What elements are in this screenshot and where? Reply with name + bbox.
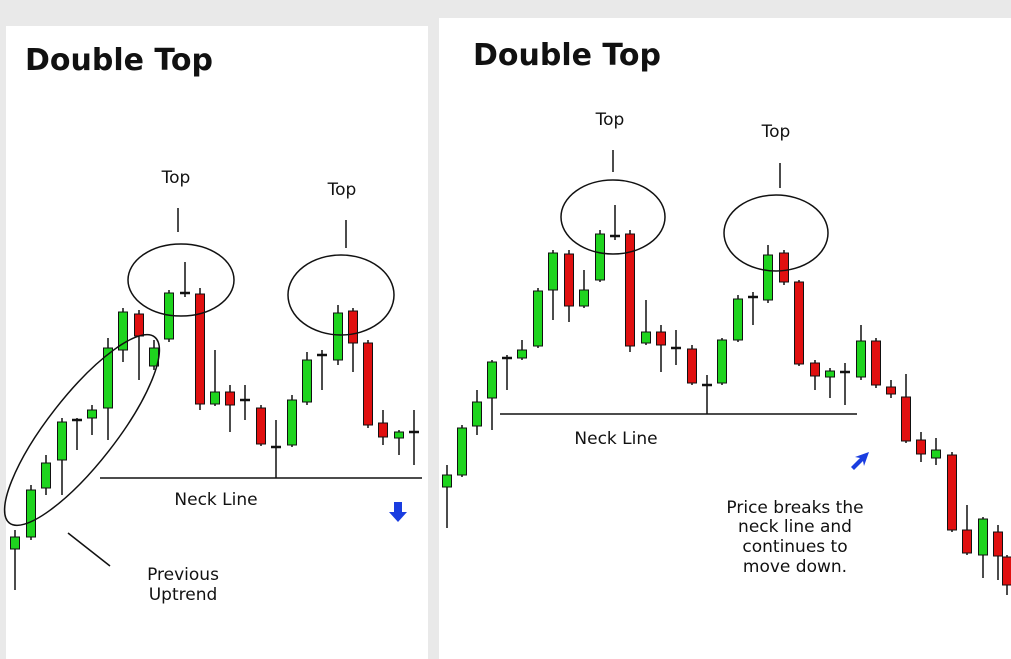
left-title: Double Top <box>25 43 213 78</box>
candle <box>57 421 67 461</box>
candle <box>733 298 743 341</box>
note: Uptrend <box>149 585 218 605</box>
candle <box>10 536 20 550</box>
neck-line-label: Neck Line <box>174 490 257 510</box>
note: neck line and <box>738 517 852 537</box>
candle <box>779 252 789 283</box>
candle <box>978 518 988 556</box>
candle <box>641 331 651 344</box>
note: continues to <box>742 537 847 557</box>
candle <box>333 312 343 361</box>
candle <box>87 409 97 419</box>
candle <box>118 311 128 351</box>
note: Previous <box>147 565 219 585</box>
candle <box>993 531 1003 557</box>
candle <box>394 431 404 439</box>
right-title: Double Top <box>473 38 661 73</box>
top-label: Top <box>595 110 625 130</box>
candle <box>687 348 697 384</box>
candle <box>134 313 144 337</box>
candle <box>378 422 388 438</box>
candle <box>225 391 235 406</box>
candle <box>442 474 452 488</box>
candle <box>41 462 51 489</box>
left-chart <box>10 262 419 590</box>
right-chart <box>442 205 1011 595</box>
candle <box>856 340 866 378</box>
candle <box>901 396 911 442</box>
up-arrow <box>851 452 869 470</box>
candle <box>302 359 312 403</box>
candle <box>1002 556 1011 586</box>
candle <box>533 290 543 347</box>
candle <box>825 370 835 378</box>
candle <box>472 401 482 427</box>
candle <box>195 293 205 405</box>
candle <box>886 386 896 395</box>
candle <box>564 253 574 307</box>
down-arrow <box>389 502 407 522</box>
right-panel <box>439 18 1011 659</box>
top-label: Top <box>327 180 357 200</box>
candle <box>916 439 926 455</box>
candle <box>625 233 635 347</box>
candle <box>871 340 881 386</box>
candle <box>26 489 36 538</box>
candle <box>256 407 266 445</box>
candle <box>348 310 358 344</box>
candle <box>548 252 558 291</box>
candle <box>210 391 220 405</box>
candle <box>517 349 527 359</box>
note: move down. <box>743 557 847 577</box>
candle <box>962 529 972 554</box>
top-label: Top <box>161 168 191 188</box>
candle <box>931 449 941 459</box>
candle <box>579 289 589 307</box>
candle <box>457 427 467 476</box>
candle <box>487 361 497 399</box>
candle <box>103 347 113 409</box>
candle <box>717 339 727 384</box>
candle <box>763 254 773 301</box>
candle <box>656 331 666 346</box>
note: Price breaks the <box>726 498 863 518</box>
neck-line-label: Neck Line <box>574 429 657 449</box>
candle <box>363 342 373 426</box>
candle <box>287 399 297 446</box>
candle <box>595 233 605 281</box>
candle <box>810 362 820 377</box>
candle <box>794 281 804 365</box>
annotations <box>3 150 857 567</box>
candle <box>947 454 957 531</box>
top-label: Top <box>761 122 791 142</box>
